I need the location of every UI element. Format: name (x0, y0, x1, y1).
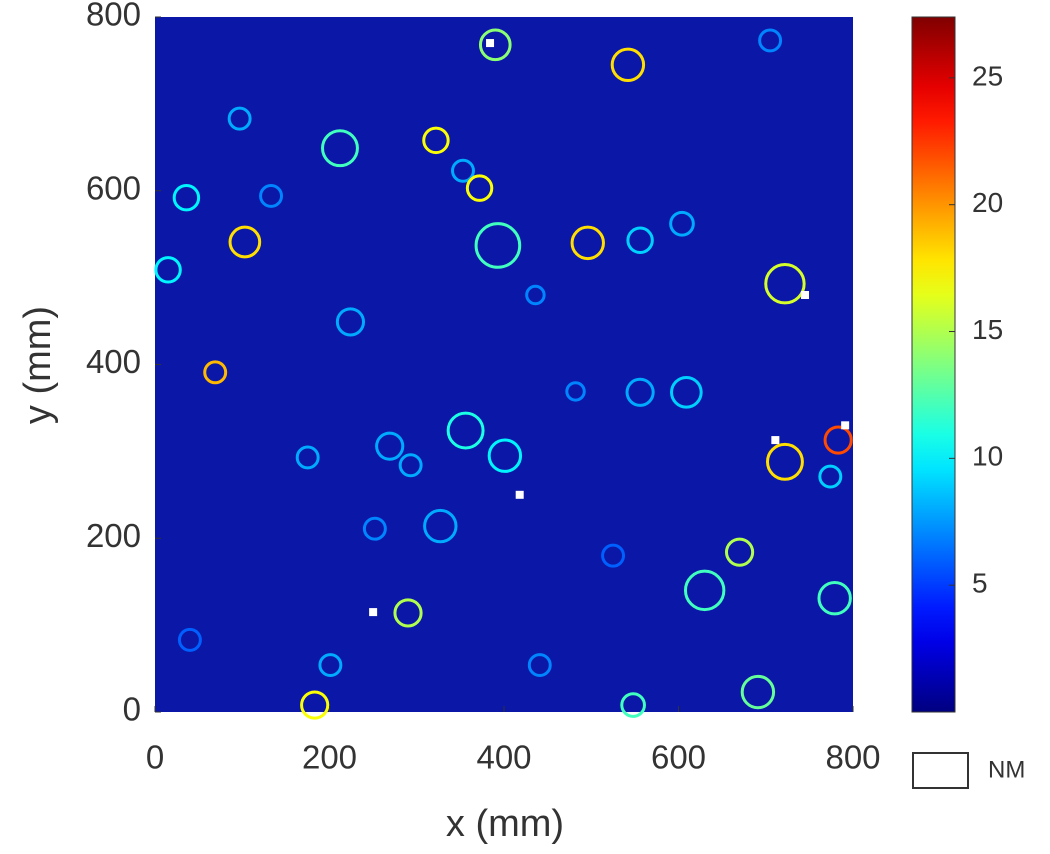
colorbar-tick-label: 5 (972, 568, 988, 599)
ring (422, 126, 450, 155)
ring (478, 28, 512, 62)
x-tick-label: 800 (825, 739, 880, 776)
nm-cell (801, 291, 810, 299)
ring (724, 537, 755, 567)
ring (670, 375, 703, 409)
ring (300, 690, 330, 720)
ring (398, 453, 423, 478)
ring (259, 183, 284, 208)
ring (228, 225, 262, 259)
ring (362, 516, 387, 541)
ring (177, 627, 202, 652)
ring (683, 569, 726, 612)
y-tick-label: 800 (86, 0, 141, 33)
ring (570, 225, 605, 261)
ring (765, 442, 804, 481)
ring (335, 307, 366, 337)
ring (465, 174, 494, 202)
colorbar-tick-label: 10 (972, 441, 1003, 472)
x-axis-label: x (mm) (446, 803, 564, 845)
legend-swatch (912, 752, 969, 789)
x-tick-label: 400 (476, 739, 531, 776)
ring (740, 674, 776, 710)
colorbar (911, 16, 956, 713)
ring (321, 129, 359, 168)
ring (669, 210, 695, 237)
ring (818, 464, 843, 489)
ring (527, 653, 552, 678)
ring (764, 263, 806, 305)
x-tick-label: 600 (651, 739, 706, 776)
y-tick-label: 600 (86, 169, 141, 206)
ring (154, 256, 182, 284)
ring (227, 106, 252, 131)
ring (817, 580, 852, 616)
nm-cell (515, 490, 524, 499)
nm-cell (771, 436, 780, 445)
ring (318, 653, 343, 678)
ring (601, 543, 626, 568)
y-tick-label: 200 (86, 517, 141, 554)
y-axis-label: y (mm) (17, 306, 59, 424)
plot-area (155, 17, 853, 712)
ring (626, 226, 654, 254)
colorbar-tick-label: 15 (972, 314, 1003, 345)
colorbar-tick-label: 25 (972, 60, 1003, 91)
ring (525, 284, 546, 306)
ring (423, 508, 458, 544)
ring (610, 47, 646, 82)
ring (451, 158, 475, 183)
y-tick-label: 400 (86, 343, 141, 380)
ring (474, 222, 522, 269)
nm-cell (486, 39, 495, 48)
ring (823, 425, 853, 455)
ring (203, 360, 228, 385)
legend-label: NM (988, 756, 1025, 783)
ring (295, 445, 320, 470)
ring (565, 381, 586, 402)
x-tick-label: 200 (302, 739, 357, 776)
x-tick-label: 0 (146, 739, 164, 776)
ring (625, 377, 655, 407)
ring (446, 411, 485, 450)
ring (393, 598, 423, 628)
nm-cell (369, 608, 378, 617)
ring (375, 431, 405, 461)
y-tick-label: 0 (123, 691, 141, 728)
ring (620, 692, 646, 718)
nm-cell (841, 421, 850, 430)
colorbar-tick-label: 20 (972, 187, 1003, 218)
ring (487, 438, 523, 473)
ring (172, 183, 201, 212)
ring (758, 28, 783, 53)
